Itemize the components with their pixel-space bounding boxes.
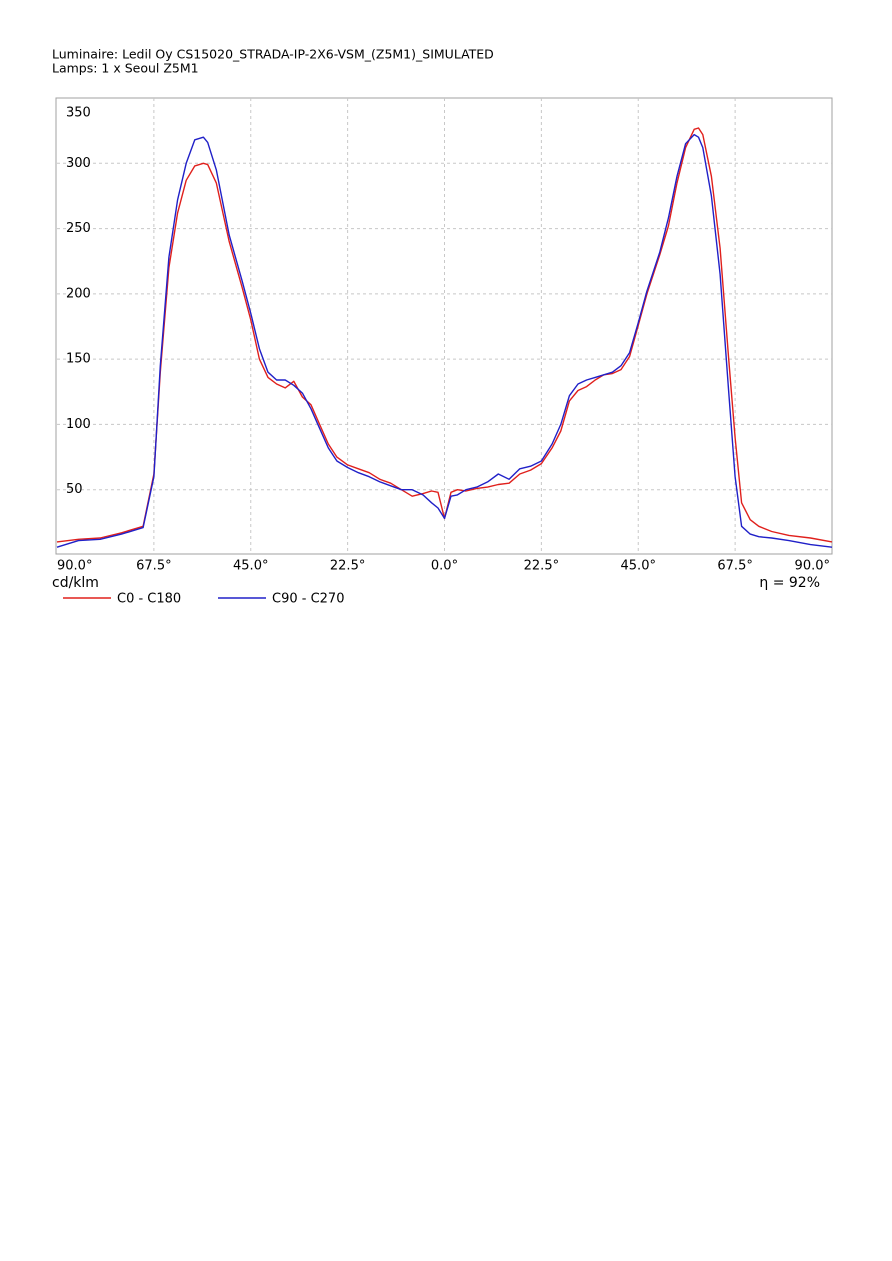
series-line bbox=[56, 133, 833, 548]
y-tick-label: 350 bbox=[66, 106, 91, 121]
x-tick-label: 22.5° bbox=[330, 559, 365, 574]
y-tick-label: 50 bbox=[66, 482, 83, 497]
y-tick-label: 250 bbox=[66, 221, 91, 236]
y-axis-label: cd/klm bbox=[52, 575, 99, 591]
x-tick-label: 67.5° bbox=[136, 559, 171, 574]
chart-subtitle: Lamps: 1 x Seoul Z5M1 bbox=[52, 61, 199, 76]
y-tick-label: 150 bbox=[66, 352, 91, 367]
y-tick-label: 200 bbox=[66, 286, 91, 301]
x-tick-label: 45.0° bbox=[233, 559, 268, 574]
annotation: η = 92% bbox=[759, 575, 820, 591]
x-tick-label: 45.0° bbox=[621, 559, 656, 574]
x-tick-label: 22.5° bbox=[524, 559, 559, 574]
x-tick-label: 0.0° bbox=[431, 559, 458, 574]
series-line bbox=[56, 127, 833, 543]
legend-label: C90 - C270 bbox=[272, 592, 344, 607]
chart-title: Luminaire: Ledil Oy CS15020_STRADA-IP-2X… bbox=[52, 47, 494, 62]
x-tick-label: 67.5° bbox=[717, 559, 752, 574]
y-tick-label: 300 bbox=[66, 156, 91, 171]
x-tick-label: 90.0° bbox=[795, 559, 830, 574]
y-tick-label: 100 bbox=[66, 417, 91, 432]
legend-label: C0 - C180 bbox=[117, 592, 181, 607]
x-tick-label: 90.0° bbox=[57, 559, 92, 574]
